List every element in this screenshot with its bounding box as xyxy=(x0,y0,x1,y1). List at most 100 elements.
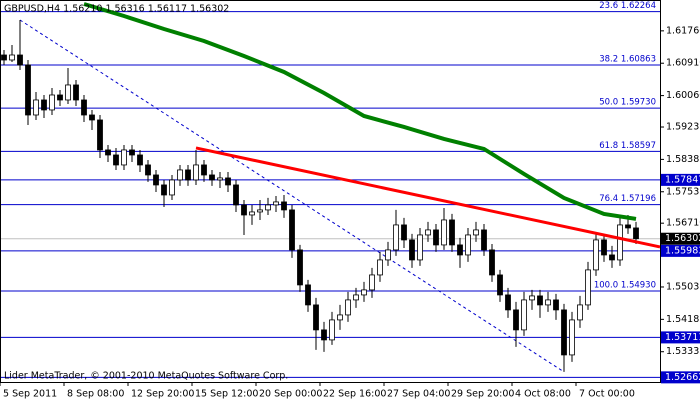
candle-body xyxy=(129,149,135,156)
candle-body xyxy=(33,99,39,116)
price-level-tag xyxy=(661,244,700,257)
price-level-tag xyxy=(661,173,700,186)
candle-body xyxy=(337,314,343,321)
candle-body xyxy=(49,94,55,111)
x-tick-label: 15 Sep 12:00 xyxy=(195,389,258,400)
price-level-tag xyxy=(661,331,700,344)
candle-body xyxy=(537,295,543,306)
x-tick-label: 8 Sep 08:00 xyxy=(67,389,124,400)
candle-body xyxy=(89,114,95,121)
footer: Lider MetaTrader, © 2001-2010 MetaQuotes… xyxy=(4,371,288,382)
candle-body xyxy=(353,294,359,301)
candle-body xyxy=(273,201,279,206)
candle-body xyxy=(17,54,23,66)
candle-body xyxy=(321,329,327,341)
candle-body xyxy=(201,164,207,176)
candle-body xyxy=(153,174,159,186)
candle-body xyxy=(105,149,111,156)
candle-body xyxy=(633,227,639,240)
candle-body xyxy=(161,184,167,196)
candle-body xyxy=(625,224,631,229)
y-tick-label: 1.60060 xyxy=(666,90,700,101)
candle-body xyxy=(361,289,367,296)
price-level-tag xyxy=(661,371,700,384)
candle-body xyxy=(569,319,575,356)
candle-body xyxy=(489,249,495,276)
x-tick-label: 12 Sep 20:00 xyxy=(131,389,194,400)
candle-body xyxy=(513,309,519,331)
candle-body xyxy=(425,229,431,236)
price-level-label: 1.52662 xyxy=(665,372,700,383)
candle-body xyxy=(401,224,407,241)
candle-body xyxy=(481,229,487,251)
candle-body xyxy=(145,164,151,176)
candle-body xyxy=(9,54,15,61)
y-tick-label: 1.57535 xyxy=(666,186,700,197)
candle-body xyxy=(97,119,103,151)
candle-body xyxy=(457,244,463,256)
candle-body xyxy=(545,299,551,306)
candle-body xyxy=(417,234,423,261)
candle-body xyxy=(297,249,303,286)
candle-body xyxy=(249,211,255,216)
candle-body xyxy=(473,229,479,236)
y-tick-label: 1.60910 xyxy=(666,58,700,69)
candle-body xyxy=(169,179,175,196)
candle-body xyxy=(345,299,351,316)
moving-average xyxy=(83,2,637,221)
candle-body xyxy=(209,174,215,181)
x-tick-label: 20 Sep 00:00 xyxy=(259,389,322,400)
x-tick-label: 7 Oct 00:00 xyxy=(579,389,635,400)
candle-body xyxy=(225,177,231,186)
candle-body xyxy=(409,239,415,261)
candle-body xyxy=(241,204,247,216)
y-tick-label: 1.55035 xyxy=(666,281,700,292)
fib-label: 76.4 1.57196 xyxy=(599,194,656,204)
candle-body xyxy=(441,219,447,246)
chart-title: GBPUSD,H4 1.56210 1.56316 1.56117 1.5630… xyxy=(4,4,229,15)
candle-body xyxy=(1,54,7,61)
candle-body xyxy=(281,201,287,211)
fib-label: 100.0 1.54930 xyxy=(594,280,656,290)
candle-body xyxy=(305,284,311,306)
candle-body xyxy=(585,269,591,306)
candle-body xyxy=(601,239,607,256)
y-tick-label: 1.54185 xyxy=(666,314,700,325)
candle-body xyxy=(81,99,87,116)
current-price-tag xyxy=(661,232,700,245)
candle-body xyxy=(257,209,263,213)
candle-body xyxy=(177,169,183,181)
candle-body xyxy=(617,224,623,261)
current-price-label: 1.56302 xyxy=(665,233,700,244)
candle-body xyxy=(561,309,567,356)
y-tick-label: 1.56710 xyxy=(666,218,700,229)
x-tick-label: 4 Oct 08:00 xyxy=(515,389,571,400)
x-tick-label: 5 Sep 2011 xyxy=(3,389,57,400)
candle-body xyxy=(113,154,119,166)
candle-body xyxy=(121,149,127,166)
price-level-label: 1.55983 xyxy=(665,245,700,256)
x-tick-label: 22 Sep 16:00 xyxy=(323,389,386,400)
fib-label: 23.6 1.62264 xyxy=(599,1,656,11)
candle-body xyxy=(25,64,31,116)
candle-body xyxy=(193,164,199,181)
candle-body xyxy=(377,259,383,276)
fib-label: 50.0 1.59730 xyxy=(599,98,656,108)
candle-body xyxy=(385,249,391,261)
y-tick-label: 1.59235 xyxy=(666,122,700,133)
candle-body xyxy=(553,299,559,311)
candle-body xyxy=(217,177,223,181)
candle-body xyxy=(497,274,503,296)
candle-body xyxy=(57,94,63,101)
candle-body xyxy=(529,295,535,301)
candle-body xyxy=(433,229,439,246)
x-tick-label: 29 Sep 20:00 xyxy=(451,389,514,400)
candle-body xyxy=(313,304,319,331)
trendline xyxy=(195,146,661,249)
y-tick-label: 1.58385 xyxy=(666,154,700,165)
fib-label: 61.8 1.58597 xyxy=(599,141,656,151)
candle-body xyxy=(449,219,455,246)
